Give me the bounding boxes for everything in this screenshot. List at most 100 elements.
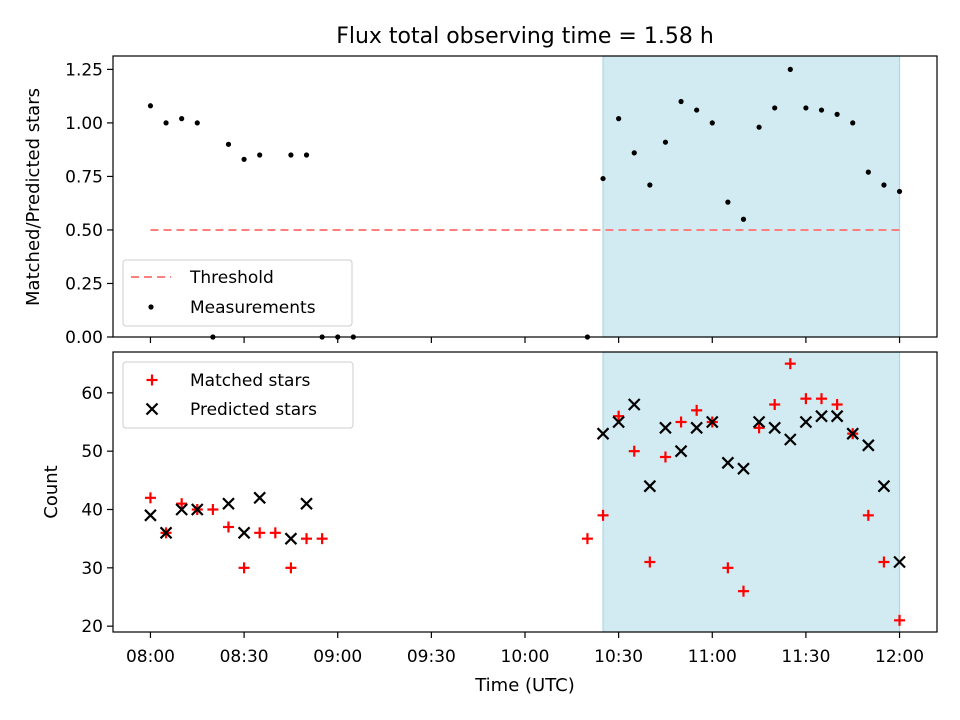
predicted-star-point xyxy=(721,456,735,470)
matched-star-point xyxy=(659,451,671,463)
y-tick-label: 40 xyxy=(81,501,103,521)
x-tick-label: 12:00 xyxy=(875,647,924,667)
measurement-point xyxy=(147,103,154,109)
predicted-x-b xyxy=(284,532,298,545)
x-tick-label: 11:30 xyxy=(781,647,830,667)
legend-box xyxy=(122,361,354,429)
predicted-star-point xyxy=(690,421,703,435)
measurement-point xyxy=(756,124,762,130)
matched-star-point xyxy=(769,399,781,410)
measurement-point xyxy=(303,152,310,158)
predicted-star-point xyxy=(768,421,781,435)
predicted-x-b xyxy=(175,503,188,516)
measurement-point xyxy=(834,111,840,117)
measurement-point xyxy=(257,152,263,158)
x-tick-label: 10:30 xyxy=(594,647,643,667)
measurement-point xyxy=(709,120,715,126)
matched-star-point xyxy=(628,445,640,457)
predicted-x-b xyxy=(222,497,235,510)
measurement-point xyxy=(694,107,700,113)
bottom-ylabel: Count xyxy=(41,465,62,518)
measurement-point xyxy=(631,150,637,156)
measurement-point xyxy=(194,120,200,126)
predicted-star-point xyxy=(643,479,657,493)
y-tick-label: 0.00 xyxy=(65,328,103,348)
predicted-star-point xyxy=(175,503,188,516)
shaded-interval xyxy=(602,55,901,338)
predicted-x-b xyxy=(190,503,204,516)
predicted-star-point xyxy=(784,433,797,446)
predicted-x-b xyxy=(862,439,875,452)
x-tick-label: 09:00 xyxy=(313,647,362,667)
predicted-star-point xyxy=(253,491,266,505)
predicted-star-point xyxy=(705,415,719,429)
matched-star-point xyxy=(207,504,219,515)
measurement-point xyxy=(818,107,825,113)
matched-star-point xyxy=(581,533,593,545)
matched-star-point xyxy=(644,556,656,568)
predicted-x-b xyxy=(159,526,173,540)
matched-star-point xyxy=(613,410,625,422)
matched-star-point xyxy=(176,498,188,510)
predicted-star-point xyxy=(222,497,235,510)
legend-measurements-label: Measurements xyxy=(190,298,316,318)
legend-threshold-label: Threshold xyxy=(189,268,274,288)
predicted-star-point xyxy=(627,398,641,411)
bottom-xlabel: Time (UTC) xyxy=(474,675,575,696)
predicted-star-point xyxy=(284,532,298,545)
measurement-point xyxy=(241,156,247,162)
x-tick-label: 08:30 xyxy=(220,647,269,667)
predicted-star-point xyxy=(190,503,204,516)
matched-star-point xyxy=(675,416,687,428)
matched-star-point xyxy=(816,393,828,405)
legend-predicted-swatch-b xyxy=(145,402,159,416)
predicted-x-b xyxy=(830,409,844,423)
measurement-point xyxy=(647,182,653,188)
matched-star-point xyxy=(597,509,609,521)
predicted-x-b xyxy=(144,509,157,522)
matched-star-point xyxy=(784,358,796,370)
x-tick-label: 10:00 xyxy=(501,647,550,667)
predicted-star-point xyxy=(846,427,860,440)
measurement-point xyxy=(865,169,871,175)
predicted-star-point xyxy=(815,409,828,423)
matched-star-point xyxy=(691,404,703,416)
predicted-star-point xyxy=(877,479,891,493)
predicted-x-b xyxy=(627,398,641,411)
predicted-x-b xyxy=(690,421,703,435)
shaded-interval xyxy=(602,351,901,633)
top-ylabel: Matched/Predicted stars xyxy=(23,88,44,306)
predicted-star-point xyxy=(159,526,173,540)
predicted-x-b xyxy=(815,409,828,423)
y-tick-label: 1.25 xyxy=(65,60,103,80)
measurement-point xyxy=(896,188,903,195)
predicted-star-point xyxy=(612,415,625,429)
matched-star-point xyxy=(238,562,250,574)
x-tick-label: 11:00 xyxy=(688,647,737,667)
predicted-x-b xyxy=(877,479,891,493)
measurement-point xyxy=(772,105,778,111)
predicted-star-point xyxy=(830,409,844,423)
predicted-star-point xyxy=(893,555,906,569)
matched-star-point xyxy=(144,492,156,504)
matched-star-point xyxy=(285,562,297,574)
predicted-star-point xyxy=(144,509,157,522)
matched-star-point xyxy=(737,585,749,597)
x-tick-label: 09:30 xyxy=(407,647,456,667)
predicted-x-b xyxy=(300,497,313,510)
matched-star-point xyxy=(800,393,812,405)
bottom-panel: Count Time (UTC) 20 30 40 50 60 08:00 08:30 09:… xyxy=(41,351,938,696)
measurement-point xyxy=(179,116,185,122)
predicted-star-point xyxy=(659,421,672,435)
predicted-star-point xyxy=(862,439,875,452)
predicted-x-b xyxy=(674,444,688,458)
measurement-point xyxy=(881,182,887,188)
predicted-x-b xyxy=(253,491,266,505)
measurement-point xyxy=(662,139,669,145)
y-tick-label: 0.50 xyxy=(65,221,103,241)
predicted-x-b xyxy=(799,415,813,429)
matched-star-point xyxy=(301,533,313,545)
matched-star-point xyxy=(269,527,281,539)
predicted-star-point xyxy=(596,427,610,440)
legend-measurements-swatch xyxy=(148,304,154,310)
